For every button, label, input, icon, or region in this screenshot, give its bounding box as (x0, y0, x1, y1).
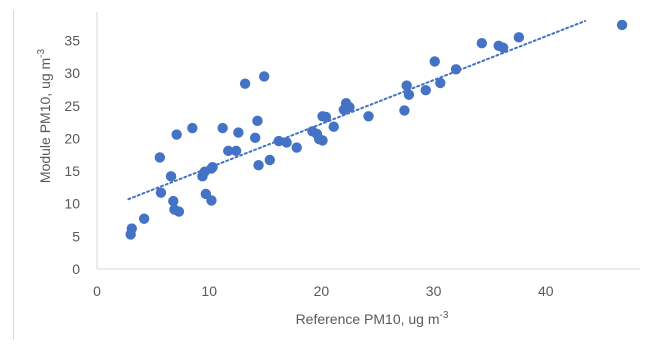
trendline-group (127, 20, 587, 201)
y-tick-label: 10 (64, 196, 80, 212)
left-border-line (13, 10, 14, 340)
data-point (513, 32, 525, 43)
data-points (125, 19, 628, 240)
data-point (435, 77, 446, 89)
data-point (253, 160, 264, 171)
data-point (187, 122, 198, 134)
data-point (317, 135, 328, 146)
data-point (126, 223, 137, 234)
data-point (258, 71, 270, 82)
data-point (429, 56, 440, 67)
data-point (230, 145, 242, 157)
data-point (138, 213, 150, 224)
data-point (401, 80, 412, 91)
y-tick-label: 5 (72, 228, 80, 244)
data-point (173, 206, 185, 217)
x-tick-label: 10 (201, 283, 217, 299)
data-point (420, 84, 431, 96)
data-point (328, 121, 339, 132)
y-tick-label: 35 (64, 33, 80, 49)
data-point (171, 129, 182, 140)
data-point (320, 111, 332, 123)
data-point (206, 195, 217, 206)
y-tick-label: 20 (64, 130, 80, 146)
y-tick-label: 30 (64, 65, 80, 81)
data-point (233, 127, 244, 138)
x-axis-title-superscript: -3 (440, 310, 449, 321)
trendline (127, 20, 587, 201)
data-point (399, 105, 410, 116)
data-point (616, 19, 628, 31)
data-point (273, 135, 284, 147)
data-point (403, 89, 415, 100)
y-axis-title: Module PM10, ug m-3 (36, 48, 53, 183)
data-point (217, 122, 228, 134)
x-tick-label: 40 (538, 283, 554, 299)
y-axis-title-superscript: -3 (36, 48, 47, 57)
data-point (250, 132, 261, 144)
data-point (264, 154, 275, 166)
y-tick-labels: 0 5 10 15 20 25 30 35 (64, 33, 80, 277)
x-tick-label: 20 (314, 283, 330, 299)
data-point (168, 195, 179, 207)
data-point (450, 64, 462, 75)
x-tick-label: 30 (426, 283, 442, 299)
data-point (155, 187, 167, 198)
data-point (207, 161, 218, 173)
y-tick-label: 25 (64, 98, 80, 114)
data-point (363, 111, 374, 122)
data-point (476, 37, 488, 49)
x-tick-label: 0 (93, 283, 101, 299)
data-point (239, 78, 251, 89)
data-point (223, 145, 234, 157)
data-point (165, 171, 177, 182)
data-point (291, 142, 302, 153)
x-axis-title: Reference PM10, ug m-3 (296, 310, 449, 327)
data-point (281, 137, 292, 148)
data-point (154, 152, 166, 163)
data-point (344, 101, 355, 113)
data-point (252, 115, 263, 127)
data-point (497, 42, 509, 53)
axes (96, 12, 640, 270)
y-tick-label: 0 (72, 261, 80, 277)
y-tick-label: 15 (64, 163, 80, 179)
x-tick-labels: 0 10 20 30 40 (93, 283, 554, 299)
